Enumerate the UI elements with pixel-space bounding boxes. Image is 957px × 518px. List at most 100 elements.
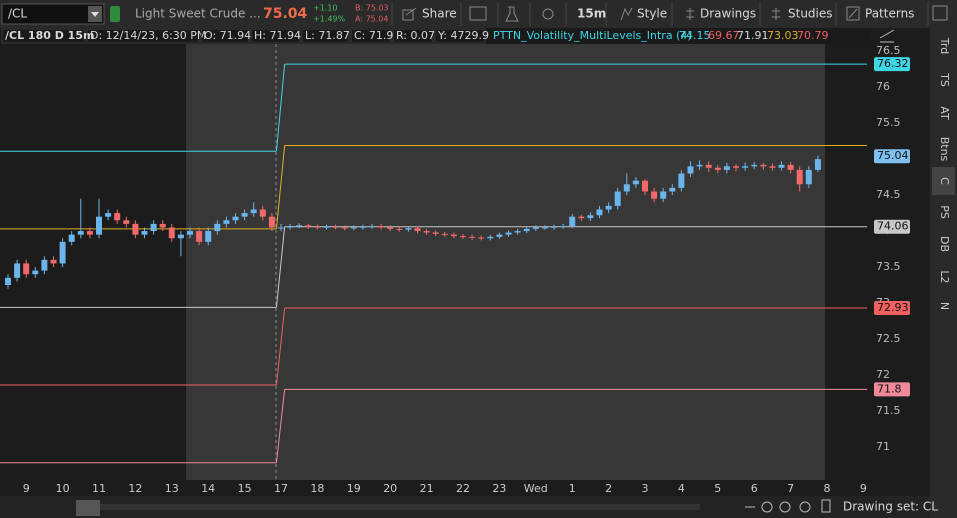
candle-body [268, 216, 275, 228]
candle-body [241, 213, 248, 217]
candle-body [723, 166, 730, 170]
side-panel [930, 28, 957, 518]
last-price: 75.04 [263, 6, 308, 22]
candle-body [77, 231, 84, 235]
side-tab[interactable]: N [938, 302, 951, 310]
x-tick-label: 10 [56, 482, 70, 495]
scrollbar[interactable] [100, 504, 700, 510]
candle-body [623, 184, 630, 192]
candle-body [132, 223, 139, 235]
study-value: 73.03 [767, 29, 799, 42]
candle-body [514, 231, 521, 233]
x-tick-label: 1 [569, 482, 576, 495]
level-axis-box [874, 219, 910, 234]
x-tick-label: 9 [23, 482, 30, 495]
window-button[interactable] [932, 5, 948, 21]
x-tick-label: 3 [642, 482, 649, 495]
x-tick-label: 5 [714, 482, 721, 495]
candle-body [396, 228, 403, 230]
description: Light Sweet Crude ... [135, 7, 261, 21]
candle-body [714, 167, 721, 170]
info-box [350, 28, 392, 44]
last-price-box [874, 149, 910, 164]
candle-body [660, 191, 667, 199]
candle-body [769, 166, 776, 168]
side-tab[interactable]: L2 [938, 270, 951, 283]
y-tick-label: 75.5 [876, 116, 901, 129]
candle-body [460, 236, 466, 238]
side-tab[interactable]: PS [938, 205, 951, 219]
candle-body [814, 159, 821, 170]
plot [0, 50, 874, 464]
y-tick-label: 71 [876, 440, 890, 453]
side-tab[interactable]: Trd [938, 37, 951, 54]
toolbar-button[interactable]: 15m [577, 7, 606, 21]
session-shade [186, 44, 825, 480]
toolbar-button[interactable]: Share [422, 7, 457, 21]
bid: B: 75.03 [355, 4, 389, 13]
toolbar [0, 0, 957, 28]
candle-body [369, 226, 375, 228]
toolbar-button[interactable]: Studies [788, 7, 833, 21]
level-axis-label: 72.93 [877, 301, 909, 314]
candle-body [560, 226, 567, 228]
candle-body [350, 227, 357, 229]
level-axis-label: 74.06 [877, 220, 909, 233]
candle-body [632, 180, 639, 185]
toolbar-button[interactable]: Style [637, 7, 667, 21]
y-tick-label: 72.5 [876, 332, 901, 345]
candle-body [314, 226, 321, 228]
candle-body [5, 277, 11, 286]
scroll-handle[interactable] [76, 500, 100, 516]
drawing-set: Drawing set: CL [843, 500, 938, 514]
candle-body [177, 234, 184, 239]
link-icon[interactable] [110, 6, 120, 22]
net-change: +1.10 [313, 4, 338, 13]
candle-body [341, 227, 348, 229]
candle-body [278, 227, 284, 229]
level-connector [275, 226, 286, 308]
candle-body [287, 226, 294, 228]
symbol-box[interactable] [1, 3, 105, 25]
x-tick-label: 11 [92, 482, 106, 495]
candle-body [778, 164, 785, 168]
ask: A: 75.04 [355, 15, 388, 24]
side-tab[interactable]: C [938, 177, 951, 185]
toolbar-button[interactable]: Drawings [700, 7, 756, 21]
x-tick-label: 23 [492, 482, 506, 495]
y-tick-label: 73.5 [876, 260, 901, 273]
x-tick-label: 14 [201, 482, 215, 495]
toolbar-button[interactable]: Patterns [865, 7, 914, 21]
study-value: 74.15 [679, 29, 711, 42]
candle-body [496, 234, 503, 237]
axis-icon [879, 29, 895, 43]
info-field: H: 71.94 [254, 29, 301, 42]
x-tick-label: 19 [347, 482, 361, 495]
x-tick-label: 18 [310, 482, 324, 495]
info-box [250, 28, 301, 44]
candle-body [805, 169, 812, 185]
candle-body [168, 227, 175, 239]
info-box [1, 28, 86, 44]
x-tick-label: 6 [751, 482, 758, 495]
candle-body [250, 209, 257, 214]
candle-body [359, 226, 366, 228]
x-tick-label: 9 [860, 482, 867, 495]
candle-body [487, 236, 494, 239]
side-tab[interactable]: DB [938, 236, 951, 252]
percent-change: +1.49% [313, 15, 346, 24]
x-tick-label: 20 [383, 482, 397, 495]
candle-body [450, 234, 457, 237]
candle-body [596, 209, 603, 216]
study-value: 69.67 [708, 29, 740, 42]
x-tick-label: 21 [420, 482, 434, 495]
candle-body [205, 231, 212, 242]
side-tab[interactable]: Btns [938, 137, 951, 162]
last-price-label: 75.04 [877, 149, 909, 162]
candle-body [787, 164, 794, 170]
side-tab[interactable]: AT [938, 106, 951, 120]
symbol: /CL [8, 7, 27, 21]
candle-body [432, 232, 439, 234]
side-tab[interactable]: TS [938, 72, 951, 87]
